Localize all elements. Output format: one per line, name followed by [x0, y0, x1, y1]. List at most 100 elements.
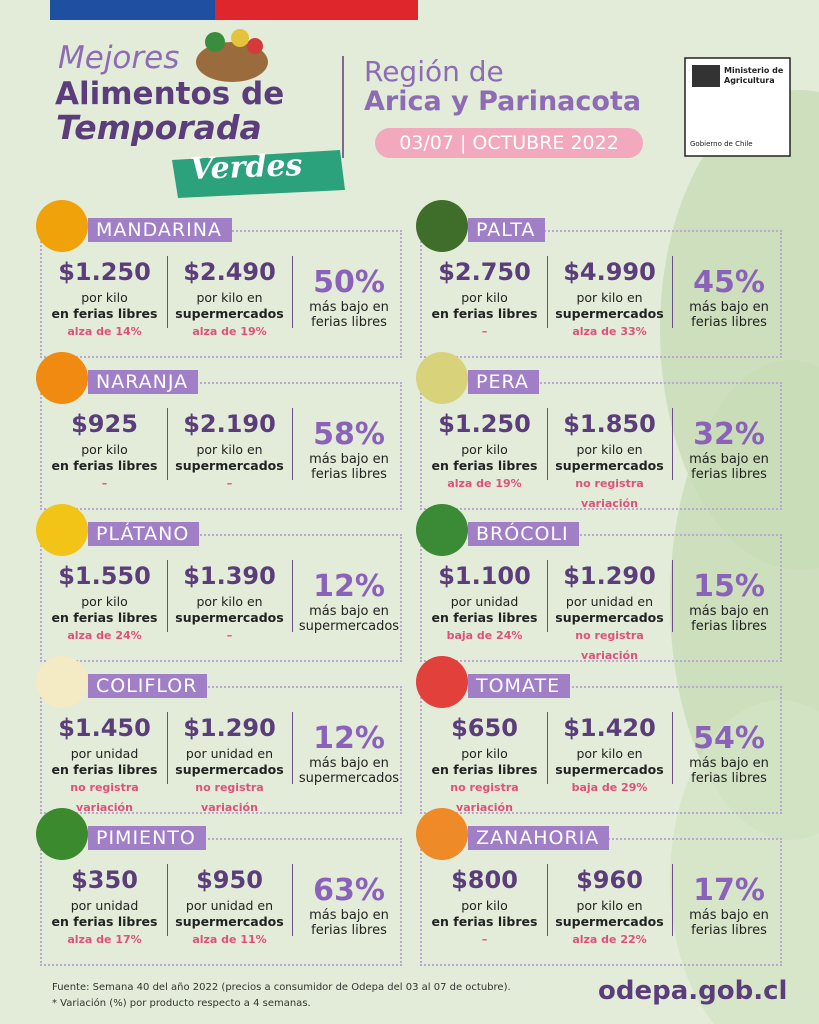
variation: no registra variación [450, 781, 519, 814]
price-card: $925 por kilo en ferias libres – $2.190 por k… [40, 382, 402, 510]
variation: baja de 24% [446, 629, 523, 642]
price-column: $650 por kilo en ferias libres no registra … [422, 714, 547, 818]
unit: por kilo [461, 746, 508, 761]
unit: por kilo en [196, 442, 263, 457]
place: supermercados [175, 306, 284, 321]
column-divider [672, 408, 673, 480]
place: supermercados [175, 610, 284, 625]
price: $960 [576, 866, 643, 894]
bowl-icon [247, 38, 263, 54]
place: supermercados [175, 458, 284, 473]
unit: por kilo en [196, 290, 263, 305]
place: supermercados [555, 306, 664, 321]
column-divider [292, 864, 293, 936]
savings-column: 12% más bajo en supermercados [294, 570, 404, 635]
savings-percent: 17% [693, 873, 765, 908]
savings-column: 32% más bajo en ferias libres [674, 417, 784, 483]
variation: no registra variación [575, 477, 644, 510]
variation: no registra variación [70, 781, 139, 814]
savings-text: más bajo en supermercados [298, 604, 400, 634]
price-column: $960 por kilo en supermercados alza de 22% [547, 866, 672, 950]
price: $1.390 [183, 562, 276, 590]
food-icon [416, 352, 468, 404]
savings-percent: 32% [693, 417, 765, 452]
column-divider [167, 560, 168, 632]
food-icon [36, 504, 88, 556]
unit: por kilo en [576, 898, 643, 913]
price-column: $1.100 por unidad en ferias libres baja de … [422, 562, 547, 646]
price-column: $4.990 por kilo en supermercados alza de 33… [547, 258, 672, 342]
column-divider [167, 712, 168, 784]
date-pill [375, 128, 643, 158]
food-name: TOMATE [468, 674, 571, 698]
date: 03/07 | OCTUBRE 2022 [399, 132, 619, 154]
column-divider [167, 864, 168, 936]
savings-column: 45% más bajo en ferias libres [674, 265, 784, 331]
price: $1.250 [58, 258, 151, 286]
food-icon [36, 656, 88, 708]
price-column: $1.250 por kilo en ferias libres alza de 19… [422, 410, 547, 494]
savings-text: más bajo en ferias libres [309, 300, 389, 330]
price: $1.550 [58, 562, 151, 590]
price: $1.450 [58, 714, 151, 742]
price-card: $350 por unidad en ferias libres alza de 17… [40, 838, 402, 966]
food-icon [416, 200, 468, 252]
place: en ferias libres [431, 610, 538, 625]
variation: alza de 17% [67, 933, 142, 946]
price-column: $2.490 por kilo en supermercados alza de 19… [167, 258, 292, 342]
column-divider [547, 712, 548, 784]
savings-percent: 58% [313, 417, 385, 452]
savings-percent: 12% [313, 721, 385, 756]
region-line: Arica y Parinacota [364, 86, 642, 117]
price-column: $1.390 por kilo en supermercados – [167, 562, 292, 646]
food-name: PIMIENTO [88, 826, 206, 850]
price-card: $1.550 por kilo en ferias libres alza de 24… [40, 534, 402, 662]
place: en ferias libres [51, 914, 158, 929]
savings-text: más bajo en ferias libres [689, 452, 769, 482]
savings-column: 63% más bajo en ferias libres [294, 873, 404, 939]
variation: alza de 14% [67, 325, 142, 338]
price: $350 [71, 866, 138, 894]
price-column: $950 por unidad en supermercados alza de 11… [167, 866, 292, 950]
variation: alza de 22% [572, 933, 647, 946]
logo-emblem [692, 65, 720, 87]
savings-percent: 50% [313, 265, 385, 300]
food-name: PERA [468, 370, 539, 394]
price: $2.750 [438, 258, 531, 286]
variation: – [481, 933, 488, 946]
savings-text: más bajo en ferias libres [689, 908, 769, 938]
price: $925 [71, 410, 138, 438]
region-line: Región de [364, 55, 504, 88]
savings-text: más bajo en supermercados [298, 756, 400, 786]
column-divider [167, 408, 168, 480]
price: $1.290 [183, 714, 276, 742]
unit: por kilo en [576, 290, 643, 305]
unit: por unidad en [185, 898, 274, 913]
food-icon [36, 352, 88, 404]
food-name: PALTA [468, 218, 546, 242]
price: $950 [196, 866, 263, 894]
place: supermercados [175, 762, 284, 777]
price: $1.290 [563, 562, 656, 590]
savings-column: 17% más bajo en ferias libres [674, 873, 784, 939]
price-card: $1.100 por unidad en ferias libres baja de … [420, 534, 782, 662]
variation: – [226, 477, 233, 490]
price: $650 [451, 714, 518, 742]
savings-percent: 45% [693, 265, 765, 300]
price-column: $350 por unidad en ferias libres alza de 17… [42, 866, 167, 950]
variation: no registra variación [575, 629, 644, 662]
verdes-banner [172, 150, 345, 198]
variation: – [101, 477, 108, 490]
variation: alza de 19% [192, 325, 267, 338]
unit: por kilo [461, 898, 508, 913]
place: en ferias libres [431, 306, 538, 321]
column-divider [547, 408, 548, 480]
place: en ferias libres [51, 306, 158, 321]
variation: no registra variación [195, 781, 264, 814]
price-column: $1.420 por kilo en supermercados baja de 29… [547, 714, 672, 798]
price: $800 [451, 866, 518, 894]
place: en ferias libres [51, 762, 158, 777]
savings-percent: 63% [313, 873, 385, 908]
savings-percent: 54% [693, 721, 765, 756]
savings-column: 50% más bajo en ferias libres [294, 265, 404, 331]
